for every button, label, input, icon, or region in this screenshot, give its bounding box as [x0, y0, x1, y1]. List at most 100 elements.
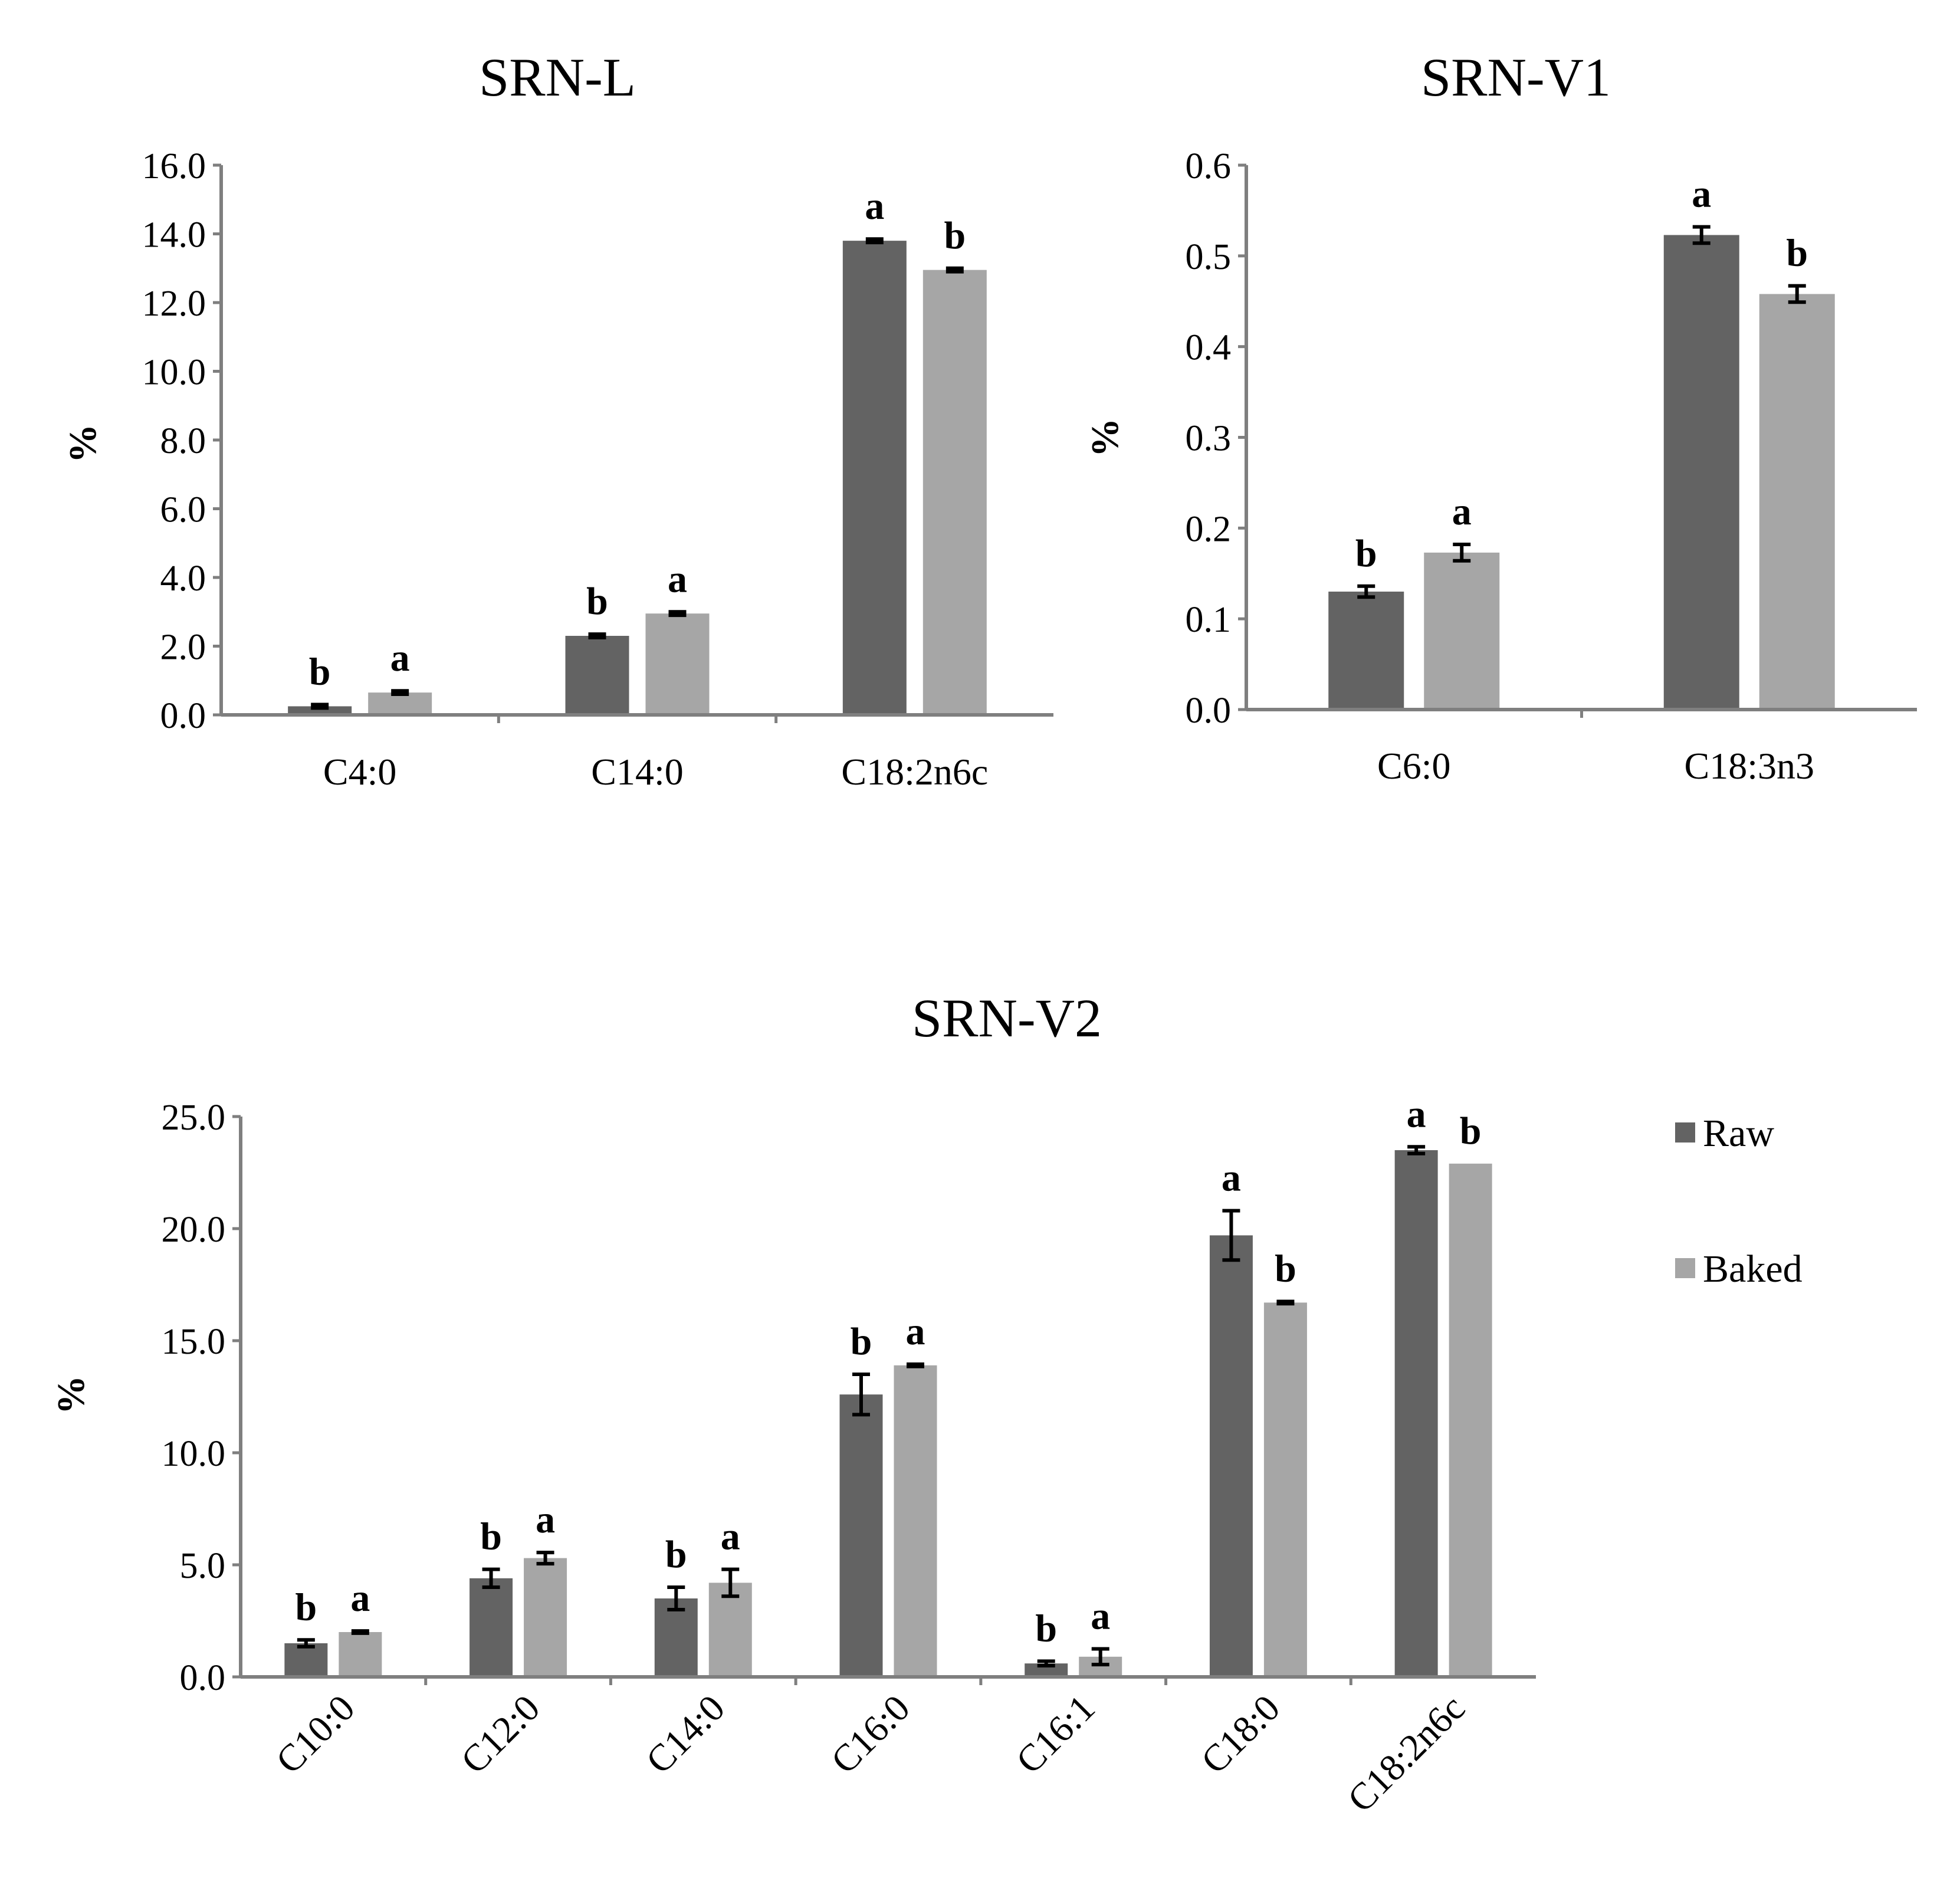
y-tick-label: 0.6	[1186, 146, 1232, 186]
bar-baked-c18-3n3	[1759, 294, 1835, 710]
error-bar	[1357, 584, 1375, 599]
significance-letter: b	[1460, 1109, 1482, 1153]
y-tick-label: 0.0	[160, 696, 206, 736]
y-tick-label: 6.0	[160, 490, 206, 530]
y-tick-label: 12.0	[142, 284, 206, 324]
y-tick-label: 0.4	[1186, 328, 1232, 368]
chart-title: SRN-V1	[1421, 47, 1611, 107]
significance-letter: b	[309, 651, 331, 694]
bar-raw-c14-0	[654, 1598, 698, 1677]
error-bar	[668, 610, 687, 618]
bar-raw-c12-0	[470, 1578, 513, 1677]
x-tick-label: C14:0	[591, 751, 683, 793]
y-tick-label: 5.0	[180, 1546, 226, 1586]
error-bar	[945, 266, 964, 274]
significance-letter: b	[851, 1320, 872, 1363]
bar-raw-c6-0	[1328, 592, 1404, 710]
bar-raw-c18-3n3	[1663, 235, 1739, 710]
y-tick-label: 8.0	[160, 421, 206, 461]
x-tick-label: C6:0	[1377, 745, 1450, 787]
legend-swatch-baked	[1675, 1258, 1695, 1278]
bar-group: b a b a a b	[288, 185, 987, 715]
x-tick-label: C18:2n6c	[841, 751, 988, 793]
y-tick-label: 0.2	[1186, 509, 1232, 549]
x-tick-labels: C10:0 C12:0 C14:0 C16:0 C16:1 C18:0 C18:2n6c	[268, 1677, 1473, 1820]
significance-letter: b	[295, 1585, 317, 1629]
legend-label-raw: Raw	[1703, 1112, 1774, 1155]
error-bar	[482, 1567, 500, 1589]
y-tick-labels: 0.0 2.0 4.0 6.0 8.0 10.0 12.0 14.0 16.0	[142, 146, 221, 736]
significance-letter: b	[1035, 1607, 1057, 1650]
x-tick-label: C14:0	[638, 1687, 733, 1782]
y-tick-label: 10.0	[162, 1434, 226, 1474]
y-tick-label: 14.0	[142, 215, 206, 255]
error-bar	[536, 1551, 554, 1566]
legend: Raw Baked	[1675, 1112, 1803, 1291]
bar-raw-c14-0	[565, 636, 629, 715]
bar-baked-c12-0	[524, 1558, 567, 1677]
error-bar	[1692, 225, 1711, 245]
y-axis-label: %	[50, 1375, 93, 1414]
chart-srn-v2: SRN-V2 % 0.05.010.015.020.025.0 b ab ab ab a…	[50, 988, 1803, 1820]
error-bar	[588, 632, 606, 639]
bar-baked-c18-2n6c	[922, 270, 987, 715]
x-tick-label: C18:0	[1193, 1687, 1288, 1782]
x-tick-labels: C6:0 C18:3n3	[1377, 710, 1814, 787]
y-tick-labels: 0.0 0.1 0.2 0.3 0.4 0.5 0.6	[1186, 146, 1246, 731]
error-bar	[311, 702, 329, 710]
significance-letter: a	[1222, 1157, 1241, 1200]
x-tick-labels: C4:0 C14:0 C18:2n6c	[323, 715, 988, 793]
significance-letter: a	[1692, 173, 1711, 216]
chart-title: SRN-V2	[912, 988, 1102, 1048]
error-bar	[1788, 284, 1806, 304]
y-tick-label: 0.0	[180, 1658, 226, 1698]
significance-letter: a	[721, 1515, 740, 1558]
error-bar	[1222, 1209, 1240, 1262]
bar-raw-c18-2n6c	[842, 241, 907, 715]
significance-letter: b	[1786, 232, 1808, 275]
significance-letter: b	[586, 580, 608, 623]
y-tick-label: 25.0	[162, 1098, 226, 1138]
y-tick-label: 15.0	[162, 1322, 226, 1362]
significance-letter: b	[665, 1533, 687, 1576]
x-tick-label: C4:0	[323, 751, 396, 793]
error-bar	[907, 1362, 924, 1368]
bar-raw-c18-2n6c	[1394, 1150, 1438, 1677]
significance-letter: a	[350, 1577, 370, 1620]
legend-swatch-raw	[1675, 1122, 1695, 1143]
significance-letter: a	[1091, 1595, 1110, 1638]
legend-label-baked: Baked	[1703, 1247, 1803, 1291]
error-bar	[1453, 543, 1471, 563]
error-bar	[391, 689, 409, 697]
y-axis-label: %	[1084, 418, 1127, 457]
error-bar	[1407, 1145, 1426, 1155]
y-tick-label: 0.3	[1186, 419, 1232, 459]
y-tick-label: 16.0	[142, 146, 206, 186]
bar-baked-c6-0	[1424, 552, 1500, 710]
error-bar	[1276, 1299, 1295, 1306]
y-tick-label: 20.0	[162, 1210, 226, 1250]
x-tick-label: C16:1	[1008, 1687, 1103, 1782]
y-tick-label: 2.0	[160, 628, 206, 668]
x-tick-label: C18:2n6c	[1340, 1687, 1473, 1820]
significance-letter: b	[480, 1515, 502, 1558]
error-bar	[1091, 1647, 1109, 1667]
bar-raw-c16-1	[1025, 1663, 1068, 1677]
significance-letter: a	[668, 557, 687, 600]
significance-letter: a	[390, 636, 410, 679]
bar-raw-c16-0	[839, 1394, 883, 1677]
bar-raw-c10-0	[284, 1643, 328, 1677]
bar-baked-c14-0	[708, 1583, 752, 1677]
bar-baked-c16-0	[894, 1365, 937, 1677]
error-bar	[721, 1567, 740, 1598]
bar-baked-c4-0	[368, 692, 432, 715]
bar-baked-c18-0	[1263, 1302, 1307, 1677]
bar-raw-c18-0	[1209, 1235, 1253, 1677]
x-tick-label: C18:3n3	[1685, 745, 1814, 787]
chart-srn-v1: SRN-V1 % 0.0 0.1 0.2 0.3 0.4 0.5 0.6 b a a b C6:0…	[1084, 47, 1917, 787]
y-tick-label: 0.5	[1186, 237, 1232, 277]
chart-title: SRN-L	[479, 47, 636, 107]
error-bar	[1037, 1659, 1055, 1667]
